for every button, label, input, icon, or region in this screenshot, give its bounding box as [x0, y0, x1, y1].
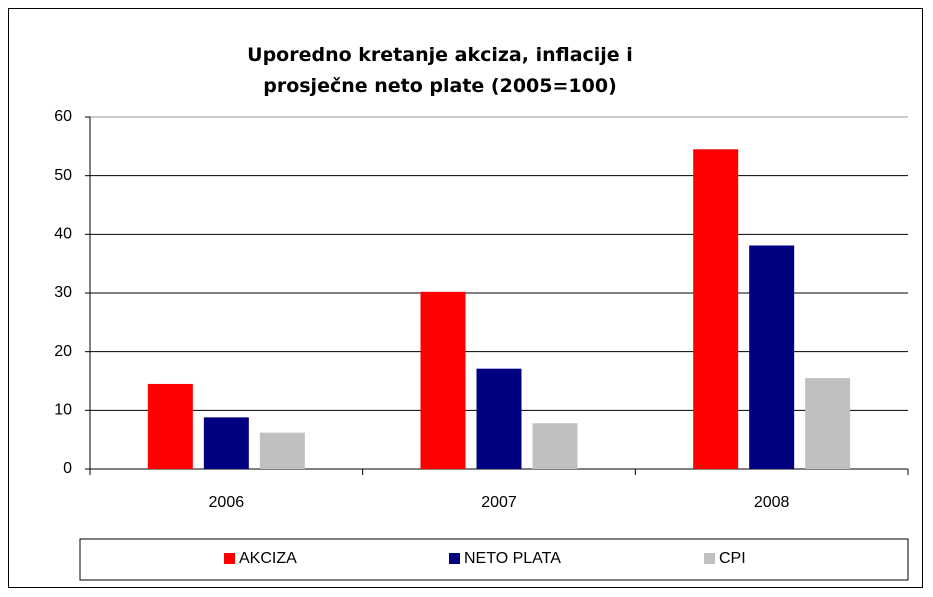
bar: [420, 291, 466, 469]
bar: [532, 423, 578, 469]
legend-label: AKCIZA: [239, 550, 297, 567]
y-tick-label: 60: [54, 108, 72, 125]
bar: [259, 432, 305, 469]
y-tick-label: 10: [54, 402, 72, 419]
legend-label: CPI: [719, 550, 746, 567]
chart-frame: [8, 8, 923, 588]
legend-swatch: [449, 553, 460, 564]
bar: [805, 378, 851, 469]
x-tick-label: 2008: [754, 494, 790, 511]
y-tick-label: 50: [54, 167, 72, 184]
legend-swatch: [704, 553, 715, 564]
bar: [476, 368, 522, 469]
legend-label: NETO PLATA: [464, 550, 561, 567]
x-tick-label: 2007: [481, 494, 517, 511]
y-tick-label: 20: [54, 343, 72, 360]
legend-swatch: [224, 553, 235, 564]
legend-box: [79, 538, 909, 581]
bar: [693, 149, 739, 469]
bar: [749, 245, 795, 469]
bar: [147, 383, 193, 469]
y-tick-label: 30: [54, 284, 72, 301]
y-tick-label: 0: [63, 460, 72, 477]
y-tick-label: 40: [54, 226, 72, 243]
x-tick-label: 2006: [209, 494, 245, 511]
bar: [203, 417, 249, 469]
chart-title: Uporedno kretanje akciza, inflacije i pr…: [247, 44, 633, 97]
